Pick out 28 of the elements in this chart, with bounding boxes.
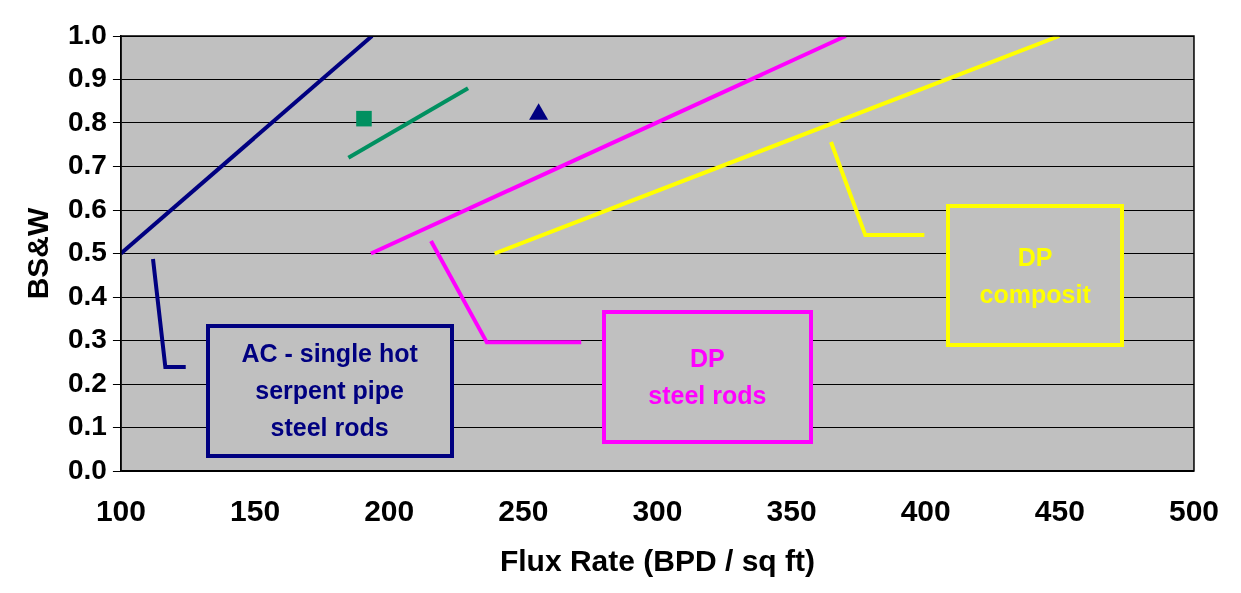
y-tick-label: 0.0 [67,453,107,485]
y-tick-label: 0.5 [67,236,107,268]
y-tick-label: 0.7 [67,149,107,181]
x-tick-label: 100 [95,494,146,528]
x-tick-label: 150 [230,494,281,528]
y-axis-title: BS&W [21,206,55,300]
x-tick-label: 250 [498,494,549,528]
callout-box: DP steel rods [601,310,814,444]
x-tick-label: 200 [364,494,415,528]
y-tick-label: 0.4 [67,279,108,311]
x-tick-label: 400 [900,494,951,528]
callout-box: AC - single hot serpent pipe steel rods [205,324,454,458]
annotation: AC - single hot serpent pipe steel rods [241,338,418,444]
callout-box: DP composit [946,204,1125,348]
x-tick-label: 300 [632,494,683,528]
y-tick-label: 0.1 [67,410,107,442]
y-tick-label: 0.2 [67,366,107,398]
y-tick-label: 0.6 [67,192,107,224]
x-tick-label: 350 [766,494,817,528]
y-tick-label: 0.3 [67,323,107,355]
y-tick-label: 0.8 [67,105,107,137]
annotation: DP steel rods [648,343,767,412]
annotation: DP composit [979,241,1091,310]
y-tick-label: 1.0 [67,18,107,50]
x-tick-label: 500 [1168,494,1219,528]
x-tick-label: 450 [1034,494,1085,528]
y-tick-label: 0.9 [67,62,107,94]
x-axis-title: Flux Rate (BPD / sq ft) [499,544,815,578]
